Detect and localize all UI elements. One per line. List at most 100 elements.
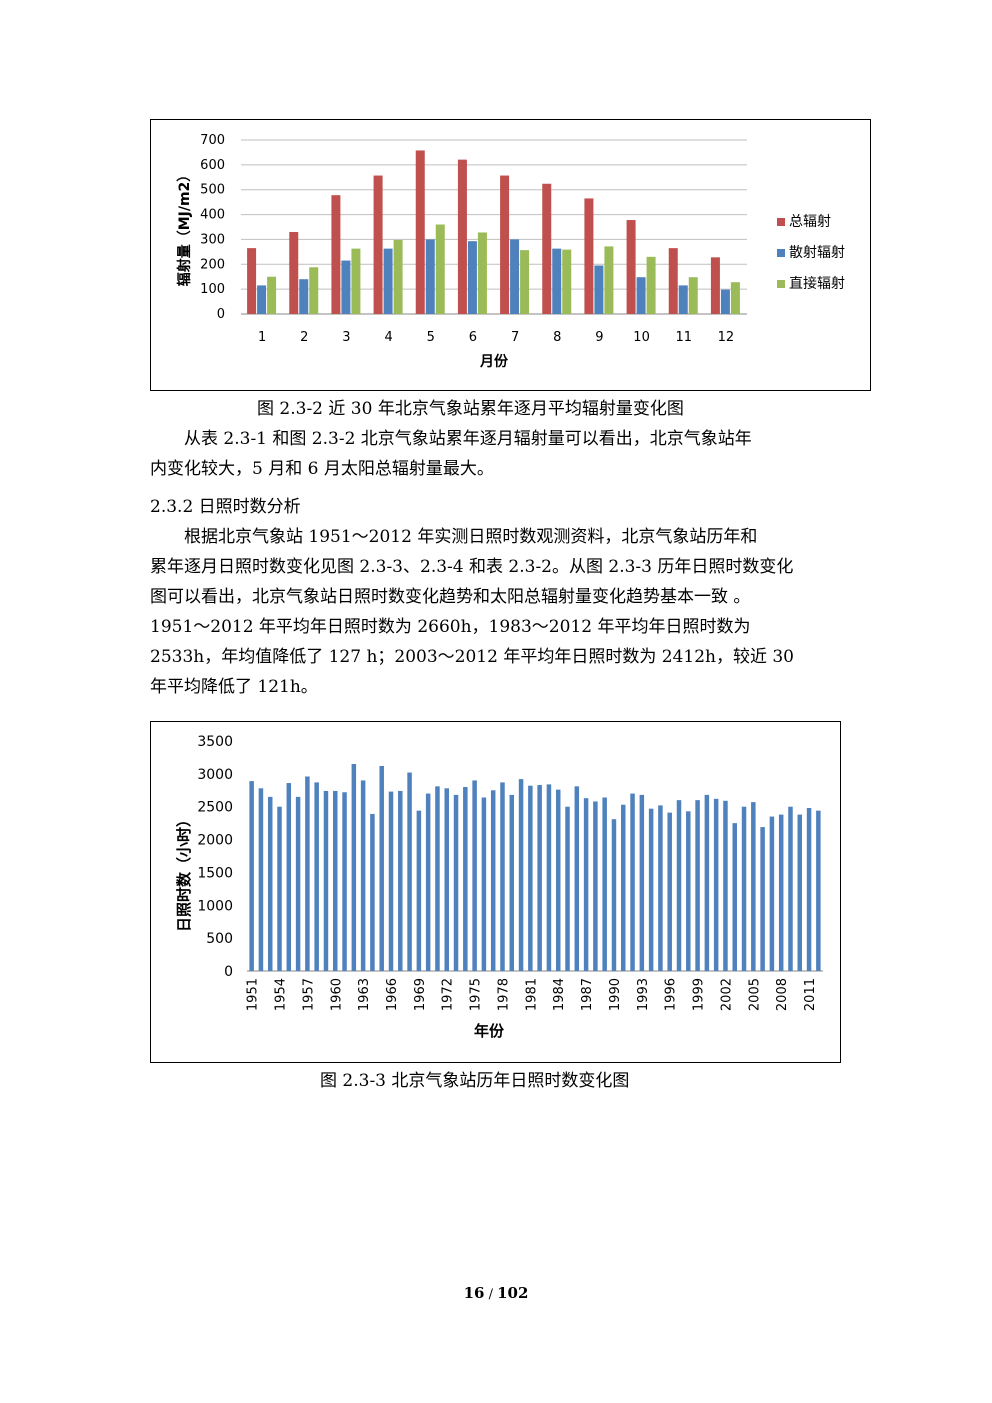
bar-direct — [604, 246, 614, 314]
x-tick-label: 1969 — [413, 978, 428, 1011]
bar-total — [331, 195, 341, 314]
y-tick-label: 1500 — [197, 865, 233, 881]
legend-swatch — [777, 218, 785, 226]
paragraph-line: 年平均降低了 121h。 — [150, 677, 318, 697]
x-tick-label: 1963 — [357, 978, 372, 1011]
y-axis-label: 辐射量（MJ/m2） — [176, 168, 193, 287]
page-current: 16 — [463, 1284, 485, 1302]
x-tick-label: 1 — [258, 330, 266, 345]
bar-year-1952 — [258, 788, 264, 971]
x-tick-label: 9 — [595, 330, 603, 345]
x-tick-label: 10 — [633, 330, 650, 345]
bar-diffuse — [594, 265, 604, 314]
bar-year-2005 — [751, 802, 756, 971]
bar-total — [373, 175, 383, 314]
bar-year-1953 — [267, 796, 273, 971]
bar-year-1967 — [398, 790, 403, 971]
x-tick-label: 8 — [553, 330, 561, 345]
bar-total — [668, 248, 678, 314]
bar-year-1992 — [630, 793, 635, 971]
bar-year-1961 — [342, 792, 347, 971]
bar-year-1983 — [546, 784, 552, 971]
paragraph-line: 2533h，年均值降低了 127 h；2003～2012 年平均年日照时数为 2… — [150, 647, 794, 667]
bar-total — [457, 159, 467, 314]
y-tick-label: 500 — [200, 183, 225, 198]
bar-diffuse — [425, 239, 435, 314]
bar-year-1997 — [676, 800, 682, 971]
bar-year-1978 — [500, 782, 505, 971]
bar-year-1987 — [583, 798, 589, 971]
page-number: 16 / 102 — [0, 1284, 992, 1302]
radiation-chart: 0 100 200 300 400 500 600 700 1 2 3 4 5 6 7 8 9 10 11 12 月份辐… — [150, 119, 871, 391]
x-tick-label: 1993 — [636, 978, 651, 1011]
paragraph-sunshine: 根据北京气象站 1951～2012 年实测日照时数观测资料，北京气象站历年和 累… — [150, 522, 850, 702]
bar-diffuse — [510, 239, 520, 314]
bar-year-1981 — [528, 785, 533, 971]
bar-year-1995 — [658, 805, 663, 971]
y-tick-label: 1000 — [197, 898, 233, 914]
bar-year-1972 — [444, 788, 449, 971]
bar-total — [710, 257, 720, 314]
bar-direct — [393, 239, 403, 314]
bar-year-1974 — [463, 787, 468, 971]
legend-label: 直接辐射 — [789, 275, 845, 292]
bar-total — [626, 220, 636, 314]
y-tick-label: 600 — [200, 158, 225, 173]
x-tick-label: 1975 — [469, 978, 484, 1011]
bar-year-2009 — [788, 806, 793, 971]
bar-year-1994 — [648, 808, 654, 971]
bar-year-2010 — [797, 814, 803, 971]
paragraph-line: 图可以看出，北京气象站日照时数变化趋势和太阳总辐射量变化趋势基本一致 。 — [150, 587, 751, 607]
bar-diffuse — [257, 285, 267, 314]
bar-diffuse — [678, 285, 688, 314]
bar-year-1984 — [555, 789, 561, 971]
paragraph-line: 根据北京气象站 1951～2012 年实测日照时数观测资料，北京气象站历年和 — [184, 527, 758, 547]
bar-diffuse — [552, 248, 562, 314]
bar-direct — [309, 267, 319, 314]
bar-year-1976 — [481, 797, 487, 971]
bar-year-2007 — [769, 816, 775, 971]
bar-year-1986 — [574, 786, 580, 971]
y-tick-label: 400 — [200, 208, 225, 223]
figure-2-3-2-caption: 图 2.3-2 近 30 年北京气象站累年逐月平均辐射量变化图 — [257, 399, 684, 419]
x-tick-label: 2 — [300, 330, 308, 345]
x-tick-label: 2005 — [747, 978, 762, 1011]
legend-swatch — [777, 249, 785, 257]
bar-direct — [646, 256, 656, 314]
bar-diffuse — [383, 248, 393, 314]
y-tick-label: 3500 — [197, 734, 233, 750]
bar-year-1951 — [249, 781, 254, 971]
bar-year-1970 — [425, 793, 431, 971]
x-tick-label: 1957 — [301, 978, 316, 1011]
x-tick-label: 1960 — [329, 978, 344, 1011]
x-tick-label: 1987 — [580, 978, 595, 1011]
paragraph-line: 累年逐月日照时数变化见图 2.3-3、2.3-4 和表 2.3-2。从图 2.3… — [150, 557, 794, 577]
bar-direct — [477, 232, 487, 314]
bar-direct — [351, 248, 361, 314]
bar-direct — [435, 224, 445, 314]
sunshine-chart: 0 500 1000 1500 2000 2500 3000 3500 1951 1954 1957… — [150, 721, 841, 1063]
x-axis-label: 年份 — [474, 1022, 505, 1040]
x-axis-label: 月份 — [479, 353, 509, 370]
bar-direct — [520, 250, 530, 314]
bar-year-1979 — [509, 794, 515, 971]
bar-year-1955 — [286, 783, 292, 971]
legend-label: 总辐射 — [789, 214, 831, 230]
legend-swatch — [777, 280, 785, 288]
x-tick-label: 4 — [384, 330, 392, 345]
sunshine-chart-svg: 0 500 1000 1500 2000 2500 3000 3500 1951 1954 1957… — [175, 734, 823, 1040]
bar-year-1966 — [388, 791, 394, 971]
bar-year-1960 — [333, 790, 338, 971]
x-tick-label: 6 — [469, 330, 477, 345]
bar-year-1998 — [686, 811, 691, 971]
x-tick-label: 11 — [675, 330, 692, 345]
x-tick-label: 1981 — [524, 978, 539, 1011]
bar-diffuse — [341, 260, 351, 314]
x-tick-label: 2008 — [775, 978, 790, 1011]
bar-total — [415, 150, 425, 314]
bar-year-2003 — [732, 823, 737, 971]
x-tick-label: 5 — [427, 330, 435, 345]
x-tick-label: 3 — [342, 330, 350, 345]
x-tick-label: 1999 — [692, 978, 707, 1011]
